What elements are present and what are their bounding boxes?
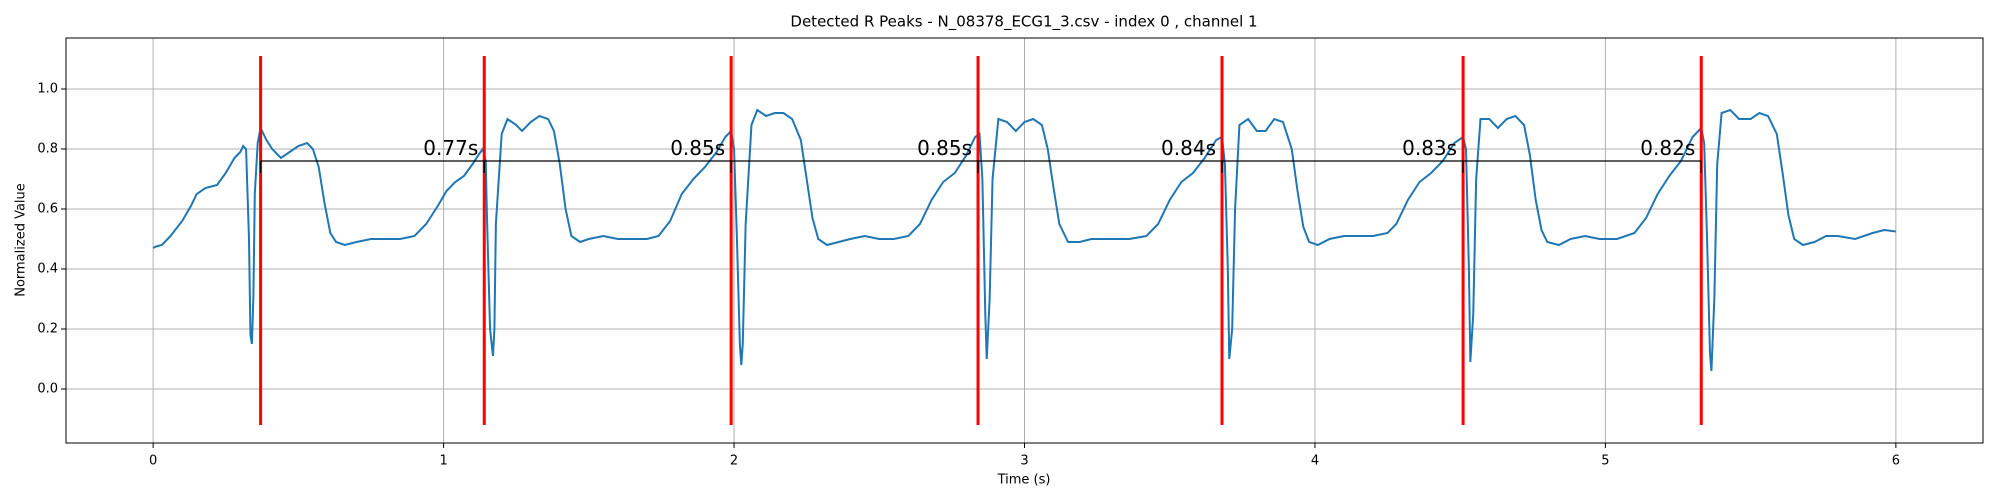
y-tick-label: 0.4: [37, 262, 58, 277]
x-tick-label: 6: [1892, 454, 1900, 469]
plot-frame: [65, 37, 1984, 444]
x-tick-label: 5: [1601, 454, 1609, 469]
y-tick-label: 0.8: [37, 142, 58, 157]
interval-label: 0.84s: [1161, 136, 1216, 160]
interval-label: 0.85s: [917, 136, 972, 160]
interval-label: 0.85s: [670, 136, 725, 160]
x-tick-label: 1: [439, 454, 447, 469]
y-tick-label: 0.0: [37, 382, 58, 397]
interval-label: 0.82s: [1640, 136, 1695, 160]
chart-title: Detected R Peaks - N_08378_ECG1_3.csv - …: [790, 13, 1257, 32]
x-axis-label: Time (s): [997, 473, 1051, 488]
y-tick-label: 0.2: [37, 322, 58, 337]
x-tick-label: 3: [1020, 454, 1028, 469]
x-tick-label: 4: [1311, 454, 1319, 469]
x-tick-label: 0: [149, 454, 157, 469]
x-tick-label: 2: [730, 454, 738, 469]
y-tick-label: 0.6: [37, 202, 58, 217]
interval-label: 0.83s: [1402, 136, 1457, 160]
interval-label: 0.77s: [423, 136, 478, 160]
y-axis-label: Normalized Value: [14, 183, 29, 297]
y-tick-label: 1.0: [37, 82, 58, 97]
